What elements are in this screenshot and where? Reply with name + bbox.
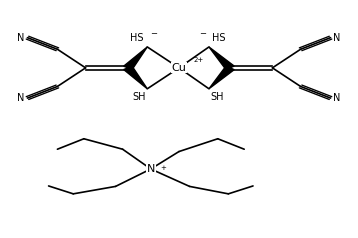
Text: N: N <box>333 93 341 103</box>
Text: N: N <box>17 33 25 43</box>
Text: N: N <box>333 33 341 43</box>
Polygon shape <box>209 66 234 89</box>
Text: SH: SH <box>132 92 145 102</box>
Text: −: − <box>199 29 206 38</box>
Text: N: N <box>17 93 25 103</box>
Text: 2+: 2+ <box>193 57 203 63</box>
Text: N: N <box>147 164 155 174</box>
Text: −: − <box>150 29 157 38</box>
Polygon shape <box>124 66 147 89</box>
Text: SH: SH <box>211 92 224 102</box>
Text: HS: HS <box>213 34 226 44</box>
Text: +: + <box>161 165 166 171</box>
Text: Cu: Cu <box>171 63 187 73</box>
Polygon shape <box>209 47 234 70</box>
Polygon shape <box>124 47 147 69</box>
Text: HS: HS <box>130 34 144 44</box>
